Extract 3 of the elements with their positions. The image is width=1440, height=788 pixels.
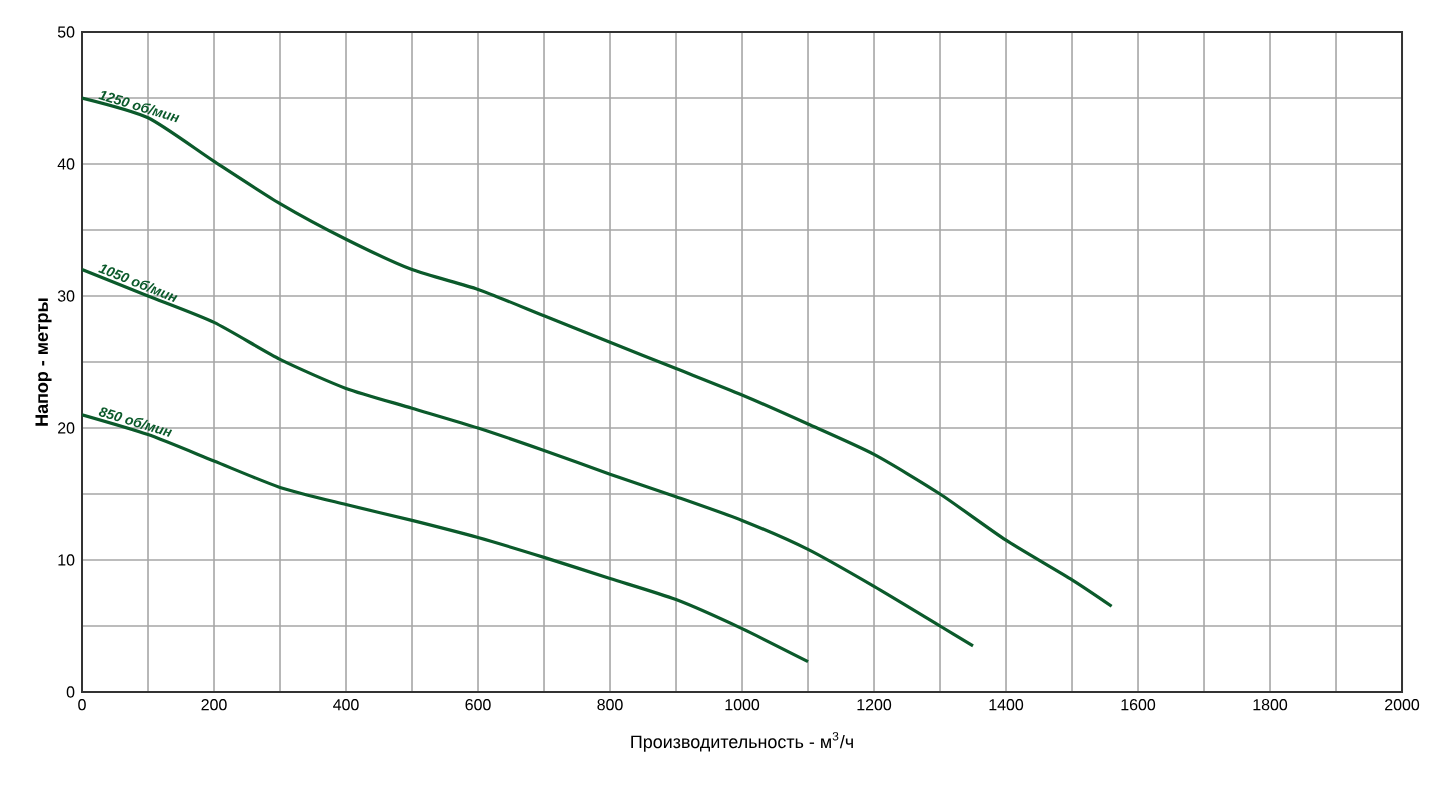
- line-series: [82, 268, 975, 648]
- x-axis-title: Производительность - м$^{3}$/ч: [631, 732, 853, 752]
- y-axis-title: Напор - метры: [35, 298, 52, 426]
